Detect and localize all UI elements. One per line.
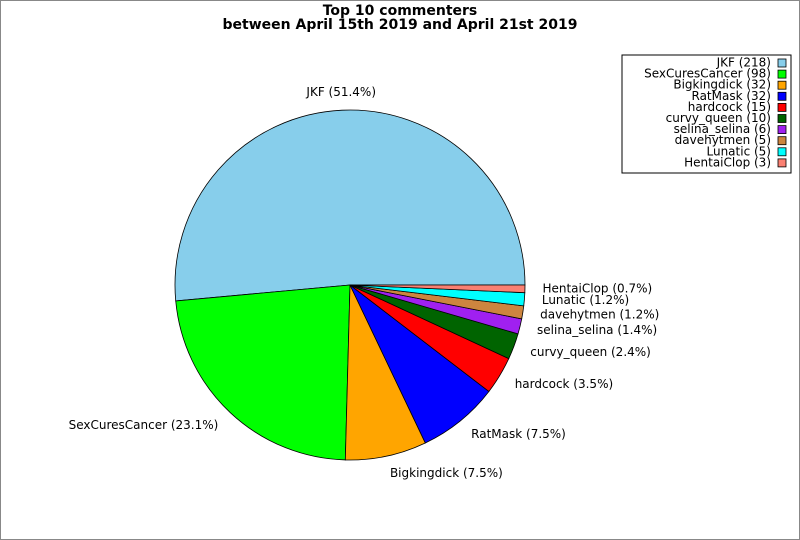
legend-label: davehytmen (5) — [675, 133, 771, 147]
legend-label: selina_selina (6) — [674, 122, 771, 136]
slice-label: hardcock (3.5%) — [515, 377, 613, 391]
chart-subtitle: between April 15th 2019 and April 21st 2… — [223, 17, 578, 33]
legend-swatch — [777, 125, 787, 134]
legend-swatch — [777, 136, 787, 146]
legend-swatch — [777, 58, 787, 68]
pie-slice — [349, 284, 526, 294]
slice-label: HentaiClop (0.7%) — [542, 282, 652, 296]
legend-label: JKF (218) — [716, 56, 771, 70]
legend-swatch — [777, 158, 787, 168]
pie-slice — [174, 109, 526, 302]
legend-label: curvy_queen (10) — [666, 111, 771, 125]
legend-swatch — [777, 147, 787, 157]
slice-label: davehytmen (1.2%) — [540, 308, 659, 322]
legend-swatch — [777, 91, 787, 101]
legend-label: SexCuresCancer (98) — [644, 67, 771, 81]
slice-label: RatMask (7.5%) — [471, 427, 566, 441]
legend-swatch — [777, 103, 787, 112]
legend-label: hardcock (15) — [688, 100, 771, 114]
slice-label: JKF (51.4%) — [305, 85, 376, 99]
legend-label: Bigkingdick (32) — [673, 78, 771, 92]
slice-label: Lunatic (1.2%) — [542, 293, 629, 307]
legend-box — [621, 54, 792, 174]
chart-title: Top 10 commenters — [323, 3, 478, 19]
legend-swatch — [777, 69, 787, 79]
legend-swatch — [777, 80, 787, 90]
pie-slice — [175, 284, 351, 461]
slice-label: Bigkingdick (7.5%) — [390, 466, 503, 480]
legend-label: Lunatic (5) — [707, 144, 772, 158]
legend-swatch — [777, 114, 787, 123]
legend-label: RatMask (32) — [692, 89, 772, 103]
slice-label: selina_selina (1.4%) — [537, 323, 657, 337]
slice-label: curvy_queen (2.4%) — [530, 345, 651, 359]
legend-label: HentaiClop (3) — [684, 155, 771, 169]
slice-label: SexCuresCancer (23.1%) — [69, 418, 219, 432]
